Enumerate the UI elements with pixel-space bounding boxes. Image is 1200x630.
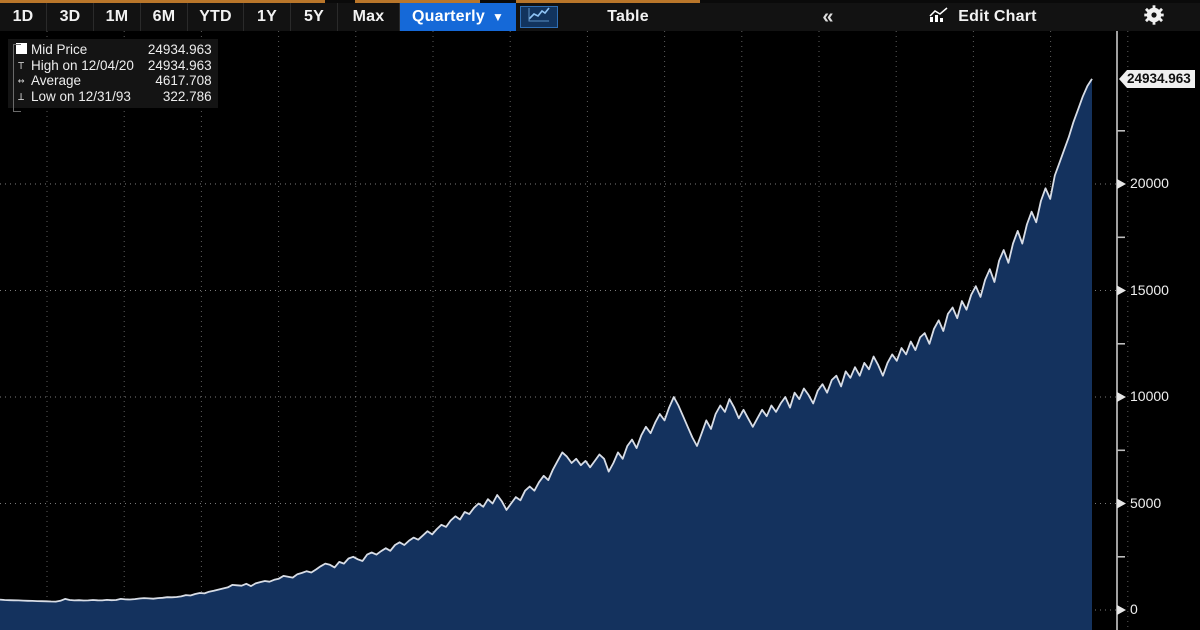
legend-swatch-icon [11, 42, 31, 58]
legend-row: ⊤ High on 12/04/20 24934.963 [11, 58, 212, 74]
last-price-tag: 24934.963 [1119, 69, 1195, 88]
settings-button[interactable] [1108, 3, 1200, 31]
price-tag-value: 24934.963 [1127, 69, 1195, 88]
legend-label: Mid Price [31, 42, 88, 57]
line-chart-icon [528, 7, 550, 27]
legend-row: ↔ Average 4617.708 [11, 73, 212, 89]
range-button-1y[interactable]: 1Y [244, 3, 291, 31]
range-button-max[interactable]: Max [338, 3, 400, 31]
range-button-6m[interactable]: 6M [141, 3, 188, 31]
series-line [0, 78, 1093, 603]
chart-bars-icon [929, 6, 949, 28]
legend-label: Low on 12/31/93 [31, 88, 131, 104]
table-button[interactable]: Table [607, 8, 649, 25]
legend-label: High on 12/04/20 [31, 57, 134, 73]
y-axis-tick-label: 10000 [1130, 388, 1169, 404]
edit-chart-label: Edit Chart [958, 8, 1037, 25]
y-axis-ticks [1117, 130, 1126, 615]
chart-plot-svg [0, 31, 1129, 630]
range-button-1d[interactable]: 1D [0, 3, 47, 31]
chevron-down-icon: ▼ [491, 10, 505, 24]
range-button-1m[interactable]: 1M [94, 3, 141, 31]
legend-row: Mid Price 24934.963 [11, 42, 212, 58]
top-accent-rule [0, 0, 1200, 3]
y-axis-tick-label: 20000 [1130, 175, 1169, 191]
edit-chart-button[interactable]: Edit Chart [858, 3, 1108, 31]
high-marker-icon: ⊤ [17, 58, 25, 72]
collapse-panel-button[interactable]: « [822, 5, 834, 28]
y-axis-tick-label: 5000 [1130, 494, 1162, 511]
average-marker-icon: ↔ [17, 74, 25, 87]
legend-value: 24934.963 [147, 57, 212, 73]
frequency-dropdown[interactable]: Quarterly ▼ [400, 3, 516, 31]
legend-value: 322.786 [162, 88, 212, 104]
chart-legend: Mid Price 24934.963 ⊤ High on 12/04/20 2… [8, 39, 218, 112]
y-axis-tick-label: 15000 [1130, 281, 1169, 298]
y-axis-tick-label: 0 [1130, 601, 1138, 617]
legend-label: Average [31, 73, 82, 88]
range-button-3d[interactable]: 3D [47, 3, 94, 31]
frequency-label: Quarterly [411, 8, 485, 25]
low-marker-icon: ⊥ [17, 89, 25, 103]
range-button-5y[interactable]: 5Y [291, 3, 338, 31]
legend-value: 24934.963 [147, 42, 212, 57]
price-chart[interactable]: Mid Price 24934.963 ⊤ High on 12/04/20 2… [0, 31, 1200, 630]
chart-toolbar: 1D 3D 1M 6M YTD 1Y 5Y Max Quarterly ▼ Ta… [0, 3, 1200, 31]
legend-bracket [13, 44, 21, 112]
toolbar-spacer [688, 3, 798, 31]
price-tag-pointer [1119, 69, 1127, 88]
gear-icon [1144, 4, 1164, 30]
legend-value: 4617.708 [155, 73, 212, 88]
range-button-ytd[interactable]: YTD [188, 3, 244, 31]
series-area-fill [0, 78, 1092, 630]
legend-row: ⊥ Low on 12/31/93 322.786 [11, 89, 212, 105]
chart-type-button[interactable] [520, 6, 558, 28]
